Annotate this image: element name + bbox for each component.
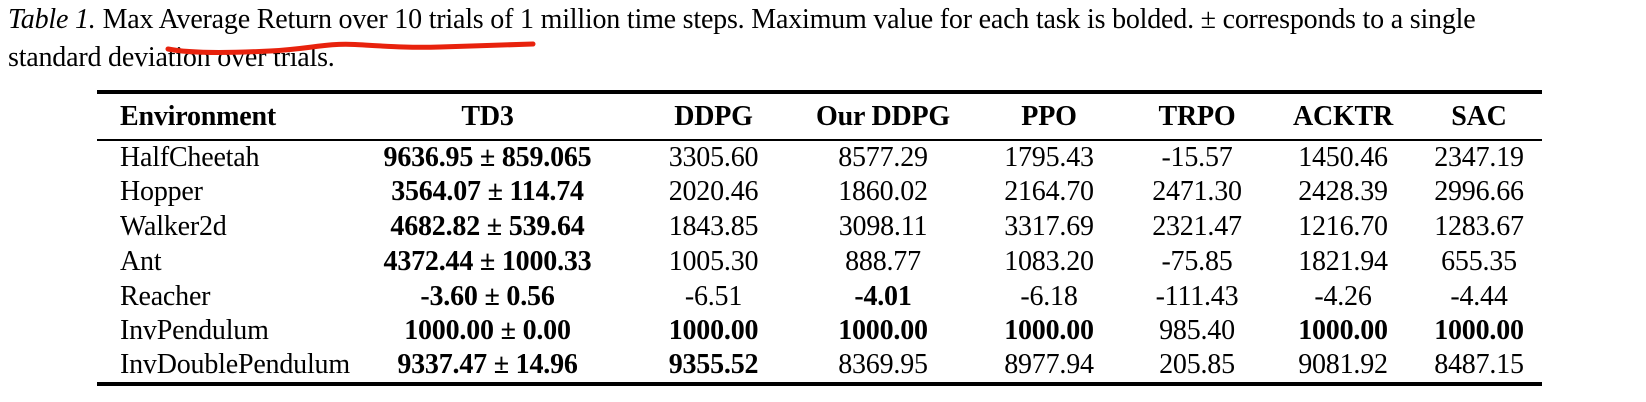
table-row: Walker2d 4682.82 ± 539.64 1843.85 3098.11 33…: [97, 210, 1542, 245]
environment-cell: Ant: [120, 245, 162, 277]
value-cell: -111.43: [1155, 280, 1239, 312]
table-row: Reacher -3.60 ± 0.56 -6.51 -4.01 -6.18 -111.4…: [97, 279, 1542, 314]
value-cell: 888.77: [845, 245, 921, 277]
value-cell: 3098.11: [838, 210, 928, 242]
table-row: InvDoublePendulum 9337.47 ± 14.96 9355.52 8…: [97, 349, 1542, 384]
column-header-td3: TD3: [340, 90, 635, 141]
value-cell: 1083.20: [1004, 245, 1094, 277]
value-cell: 8487.15: [1434, 349, 1524, 381]
table-row: Ant 4372.44 ± 1000.33 1005.30 888.77 1083.20…: [97, 244, 1542, 279]
value-cell: 8577.29: [838, 141, 928, 173]
value-cell: 2428.39: [1298, 176, 1388, 208]
value-cell: 9355.52: [668, 349, 759, 381]
value-cell: 1000.00: [668, 315, 759, 347]
environment-cell: InvDoublePendulum: [120, 349, 350, 381]
value-cell: 9636.95 ± 859.065: [383, 141, 592, 173]
value-cell: 1795.43: [1004, 141, 1094, 173]
value-cell: 1821.94: [1298, 245, 1388, 277]
value-cell: -6.51: [684, 280, 743, 312]
value-cell: 1005.30: [668, 245, 759, 277]
value-cell: 9081.92: [1298, 349, 1388, 381]
value-cell: 1000.00: [1434, 315, 1524, 347]
column-header-ddpg: DDPG: [635, 90, 792, 141]
table-body: HalfCheetah 9636.95 ± 859.065 3305.60 8577.…: [97, 140, 1542, 384]
value-cell: 1000.00: [1298, 315, 1388, 347]
results-table: Environment TD3 DDPG Our DDPG PPO TRPO ACKTR SA…: [97, 90, 1542, 386]
value-cell: 1000.00 ± 0.00: [404, 315, 571, 347]
value-cell: 1860.02: [838, 176, 928, 208]
environment-cell: InvPendulum: [120, 315, 269, 347]
value-cell: -6.18: [1020, 280, 1078, 312]
column-header-trpo: TRPO: [1124, 90, 1270, 141]
table-header-row: Environment TD3 DDPG Our DDPG PPO TRPO ACKTR SA…: [97, 90, 1542, 141]
value-cell: -4.44: [1450, 280, 1508, 312]
value-cell: 3564.07 ± 114.74: [391, 176, 584, 208]
value-cell: 1843.85: [668, 210, 759, 242]
value-cell: 205.85: [1159, 349, 1235, 381]
environment-cell: Reacher: [120, 280, 211, 312]
environment-cell: Walker2d: [120, 210, 227, 242]
column-header-environment: Environment: [97, 90, 340, 141]
column-header-ppo: PPO: [974, 90, 1124, 141]
value-cell: 2321.47: [1152, 210, 1242, 242]
value-cell: -3.60 ± 0.56: [420, 280, 555, 312]
value-cell: -75.85: [1161, 245, 1233, 277]
value-cell: 2996.66: [1434, 176, 1524, 208]
value-cell: 8977.94: [1004, 349, 1094, 381]
value-cell: -15.57: [1161, 141, 1233, 173]
table-caption-text: Max Average Return over 10 trials of 1 m…: [8, 4, 1476, 73]
column-header-our-ddpg: Our DDPG: [792, 90, 974, 141]
value-cell: 1450.46: [1298, 141, 1388, 173]
column-header-sac: SAC: [1416, 90, 1542, 141]
table-caption: Table 1. Max Average Return over 10 trial…: [8, 1, 1574, 77]
value-cell: 9337.47 ± 14.96: [397, 349, 578, 381]
environment-cell: Hopper: [120, 176, 203, 208]
value-cell: 2020.46: [668, 176, 759, 208]
table-row: Hopper 3564.07 ± 114.74 2020.46 1860.02 2164…: [97, 175, 1542, 210]
value-cell: 8369.95: [838, 349, 928, 381]
value-cell: 2347.19: [1434, 141, 1524, 173]
environment-cell: HalfCheetah: [120, 141, 260, 173]
value-cell: 3317.69: [1004, 210, 1094, 242]
value-cell: 1000.00: [1004, 315, 1094, 347]
value-cell: -4.01: [854, 280, 912, 312]
value-cell: 1283.67: [1434, 210, 1524, 242]
table-row: HalfCheetah 9636.95 ± 859.065 3305.60 8577.…: [97, 140, 1542, 175]
value-cell: 4682.82 ± 539.64: [390, 210, 585, 242]
value-cell: 1000.00: [838, 315, 928, 347]
value-cell: 4372.44 ± 1000.33: [383, 245, 592, 277]
value-cell: 3305.60: [668, 141, 759, 173]
value-cell: 1216.70: [1298, 210, 1388, 242]
value-cell: 2164.70: [1004, 176, 1094, 208]
table-caption-label: Table 1.: [8, 4, 96, 35]
value-cell: 2471.30: [1152, 176, 1242, 208]
table-row: InvPendulum 1000.00 ± 0.00 1000.00 1000.00 1…: [97, 314, 1542, 349]
value-cell: 655.35: [1441, 245, 1517, 277]
column-header-acktr: ACKTR: [1270, 90, 1416, 141]
value-cell: -4.26: [1314, 280, 1372, 312]
value-cell: 985.40: [1159, 315, 1235, 347]
